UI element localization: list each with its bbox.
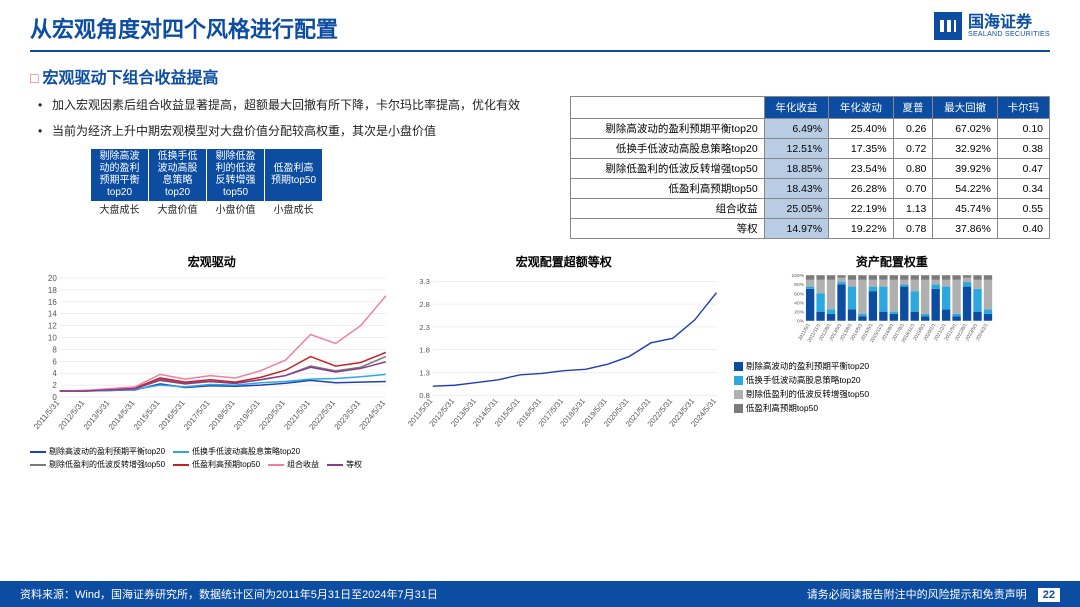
svg-text:100%: 100% (791, 274, 804, 279)
footer-source: 资料来源：Wind，国海证券研究所，数据统计区间为2011年5月31日至2024… (20, 586, 438, 602)
chart-excess-return: 0.81.31.82.32.83.32011/5/312012/5/312013… (406, 274, 722, 439)
section-subtitle: 宏观驱动下组合收益提高 (30, 64, 1050, 88)
svg-text:8: 8 (52, 345, 57, 354)
logo-text-cn: 国海证券 (968, 15, 1050, 31)
logo: 国海证券 SEALAND SECURITIES (934, 12, 1050, 40)
chart-macro-driven: 024681012141618202011/5/312012/5/312013/… (30, 274, 394, 439)
chart-asset-weight: 0%20%40%60%80%100%2011/5/12011/11/12012/… (734, 274, 1050, 354)
svg-text:6: 6 (52, 357, 57, 366)
logo-text-en: SEALAND SECURITIES (968, 31, 1050, 38)
svg-text:2.8: 2.8 (419, 300, 430, 309)
svg-text:80%: 80% (794, 282, 804, 288)
footer-disclaimer: 请务必阅读报告附注中的风险提示和免责声明 (807, 589, 1027, 601)
page-title: 从宏观角度对四个风格进行配置 (30, 12, 338, 44)
svg-text:10: 10 (48, 334, 57, 343)
svg-text:20%: 20% (794, 310, 804, 316)
logo-icon (934, 12, 962, 40)
page-number: 22 (1038, 588, 1060, 602)
title-divider (30, 50, 1050, 52)
svg-text:1.8: 1.8 (419, 346, 430, 355)
svg-text:60%: 60% (794, 291, 804, 297)
svg-text:1.3: 1.3 (419, 368, 430, 377)
bullet-item: 当前为经济上升中期宏观模型对大盘价值分配较高权重，其次是小盘价值 (30, 122, 550, 140)
svg-text:2.3: 2.3 (419, 323, 430, 332)
svg-text:20: 20 (48, 274, 57, 283)
chart1-legend: 剔除高波动的盈利预期平衡top20低换手低波动高股息策略top20剔除低盈利的低… (30, 446, 394, 470)
svg-text:12: 12 (48, 322, 57, 331)
bullet-item: 加入宏观因素后组合收益显著提高，超额最大回撤有所下降，卡尔玛比率提高，优化有效 (30, 96, 550, 114)
chart3-title: 资产配置权重 (734, 253, 1050, 270)
svg-text:18: 18 (48, 286, 57, 295)
svg-text:4: 4 (52, 369, 57, 378)
footer-bar: 资料来源：Wind，国海证券研究所，数据统计区间为2011年5月31日至2024… (0, 581, 1080, 607)
svg-text:40%: 40% (794, 300, 804, 306)
chart3-legend: 剔除高波动的盈利预期平衡top20低换手低波动高股息策略top20剔除低盈利的低… (734, 361, 1050, 415)
svg-text:2024/5/31: 2024/5/31 (358, 398, 388, 431)
svg-text:2: 2 (52, 381, 57, 390)
svg-text:14: 14 (48, 310, 57, 319)
style-mapping-box: 剔除高波动的盈利预期平衡top20低换手低波动高股息策略top20剔除低盈利的低… (90, 148, 550, 219)
svg-text:0%: 0% (797, 319, 805, 325)
chart2-title: 宏观配置超额等权 (406, 253, 722, 270)
svg-text:16: 16 (48, 298, 57, 307)
chart1-title: 宏观驱动 (30, 253, 394, 270)
svg-text:3.3: 3.3 (419, 277, 430, 286)
performance-table: 年化收益年化波动夏普最大回撤卡尔玛剔除高波动的盈利预期平衡top206.49%2… (570, 96, 1050, 239)
